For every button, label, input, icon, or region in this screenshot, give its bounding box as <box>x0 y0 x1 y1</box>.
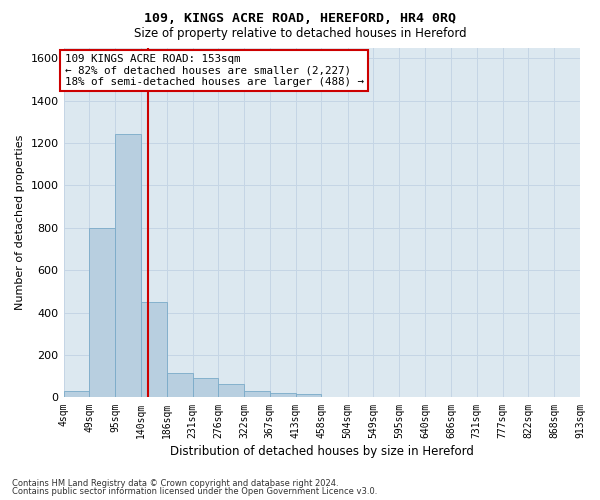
Bar <box>89 228 115 398</box>
Bar <box>270 393 296 398</box>
X-axis label: Distribution of detached houses by size in Hereford: Distribution of detached houses by size … <box>170 444 474 458</box>
Bar <box>218 384 244 398</box>
Text: 109 KINGS ACRE ROAD: 153sqm
← 82% of detached houses are smaller (2,227)
18% of : 109 KINGS ACRE ROAD: 153sqm ← 82% of det… <box>65 54 364 87</box>
Text: 109, KINGS ACRE ROAD, HEREFORD, HR4 0RQ: 109, KINGS ACRE ROAD, HEREFORD, HR4 0RQ <box>144 12 456 26</box>
Y-axis label: Number of detached properties: Number of detached properties <box>15 135 25 310</box>
Bar <box>167 373 193 398</box>
Bar <box>193 378 218 398</box>
Text: Contains HM Land Registry data © Crown copyright and database right 2024.: Contains HM Land Registry data © Crown c… <box>12 478 338 488</box>
Bar <box>244 391 270 398</box>
Bar <box>141 302 167 398</box>
Bar <box>296 394 322 398</box>
Bar <box>115 134 141 398</box>
Bar <box>64 391 89 398</box>
Text: Contains public sector information licensed under the Open Government Licence v3: Contains public sector information licen… <box>12 487 377 496</box>
Text: Size of property relative to detached houses in Hereford: Size of property relative to detached ho… <box>134 28 466 40</box>
